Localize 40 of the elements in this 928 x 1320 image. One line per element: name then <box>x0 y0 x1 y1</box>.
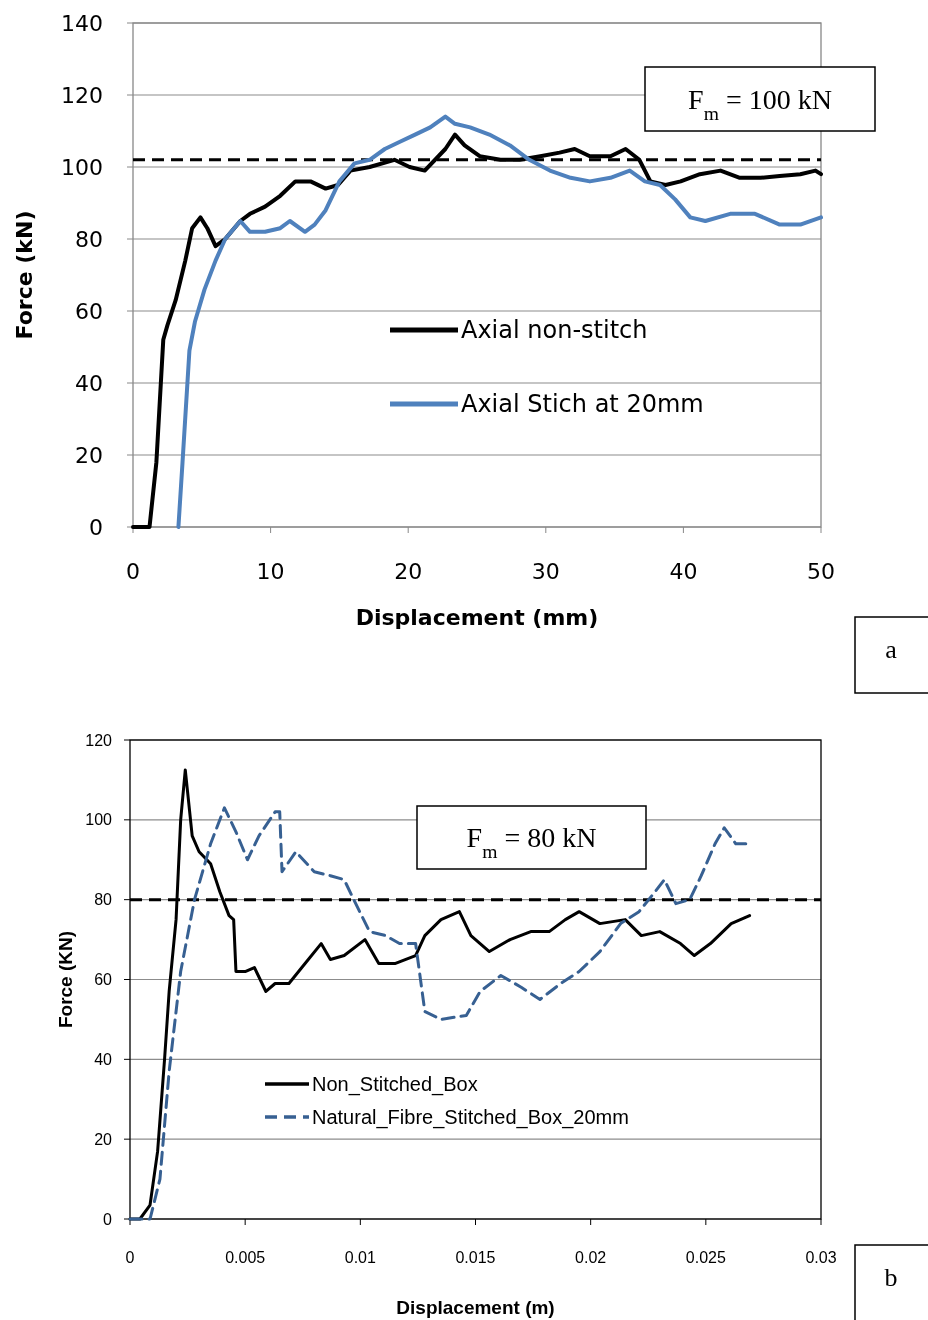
x-tick-label: 0.01 <box>344 1249 377 1266</box>
y-axis-title: Force (kN) <box>12 210 37 340</box>
y-tick-label: 40 <box>94 1050 113 1068</box>
x-tick-label: 40 <box>669 559 698 584</box>
y-tick-label: 100 <box>85 811 113 829</box>
x-axis-title: Displacement (m) <box>396 1297 555 1318</box>
y-tick-label: 60 <box>94 971 113 989</box>
x-tick-label: 20 <box>394 559 423 584</box>
x-axis-title: Displacement (mm) <box>355 605 599 630</box>
legend-label: Natural_Fibre_Stitched_Box_20mm <box>312 1106 629 1129</box>
y-tick-label: 20 <box>94 1130 113 1148</box>
x-tick-label: 50 <box>807 559 835 584</box>
y-tick-label: 140 <box>61 10 103 36</box>
text: a <box>885 635 898 665</box>
y-tick-label: 40 <box>75 370 103 396</box>
legend-label: Non_Stitched_Box <box>312 1073 478 1096</box>
y-tick-label: 80 <box>94 891 113 909</box>
y-tick-label: 20 <box>75 442 103 468</box>
y-tick-label: 80 <box>75 226 103 252</box>
y-tick-label: 120 <box>61 82 103 108</box>
y-axis-title: Force (KN) <box>55 930 76 1029</box>
text: b <box>884 1263 898 1293</box>
x-tick-label: 0.02 <box>575 1249 607 1266</box>
x-tick-label: 0.03 <box>805 1249 837 1266</box>
y-tick-label: 0 <box>103 1210 113 1228</box>
annotation: F$_{m}$ = 100 kN <box>688 83 832 124</box>
x-tick-label: 10 <box>256 559 285 584</box>
x-tick-label: 0 <box>126 559 140 584</box>
y-tick-label: 100 <box>61 154 103 180</box>
y-tick-label: 0 <box>89 514 103 540</box>
x-tick-label: 0.005 <box>225 1249 266 1266</box>
legend-label: Axial non-stitch <box>461 316 648 345</box>
legend-label: Axial Stich at 20mm <box>461 390 704 419</box>
annotation: F$_{m}$ = 80 kN <box>466 822 597 862</box>
x-tick-label: 0 <box>125 1249 135 1266</box>
y-tick-label: 120 <box>85 731 113 749</box>
y-tick-label: 60 <box>75 298 103 324</box>
x-tick-label: 0.015 <box>455 1249 496 1266</box>
x-tick-label: 0.025 <box>685 1249 726 1266</box>
x-tick-label: 30 <box>531 559 560 584</box>
